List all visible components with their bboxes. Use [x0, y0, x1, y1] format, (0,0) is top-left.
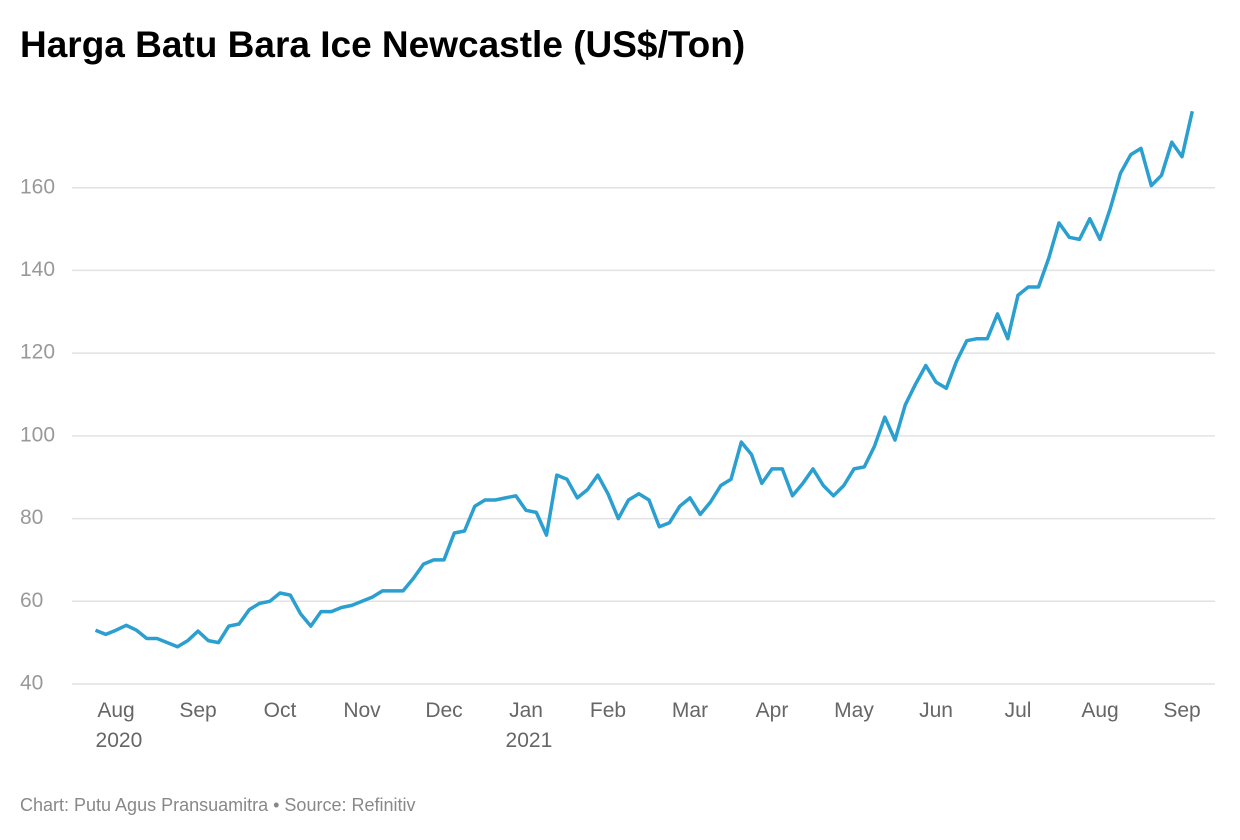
- chart-title: Harga Batu Bara Ice Newcastle (US$/Ton): [20, 24, 745, 65]
- y-tick-label: 40: [20, 672, 43, 695]
- x-tick-label: Sep: [179, 699, 216, 722]
- x-tick-label: Mar: [672, 699, 708, 722]
- y-tick-label: 140: [20, 258, 55, 281]
- x-tick-label: Apr: [756, 699, 789, 722]
- x-tick-label: Jun: [919, 699, 953, 722]
- x-tick-label: Aug 2020: [90, 699, 143, 752]
- x-tick-label: Jul: [1005, 699, 1032, 722]
- x-tick-label: Dec: [425, 699, 462, 722]
- y-tick-label: 120: [20, 341, 55, 364]
- y-tick-label: 80: [20, 506, 43, 529]
- x-tick-label: Nov: [343, 699, 381, 722]
- x-tick-label: Aug: [1081, 699, 1118, 722]
- y-tick-label: 160: [20, 175, 55, 198]
- x-tick-label: May: [834, 699, 874, 722]
- x-tick-label: Sep: [1163, 699, 1200, 722]
- footer: Chart: Putu Agus Pransuamitra • Source: …: [20, 795, 415, 815]
- x-tick-label: Feb: [590, 699, 626, 722]
- data-line: [94, 110, 1195, 649]
- y-tick-label: 100: [20, 423, 55, 446]
- x-tick-label: Oct: [264, 699, 297, 722]
- y-tick-label: 60: [20, 589, 43, 612]
- x-tick-label: Jan 2021: [500, 699, 553, 752]
